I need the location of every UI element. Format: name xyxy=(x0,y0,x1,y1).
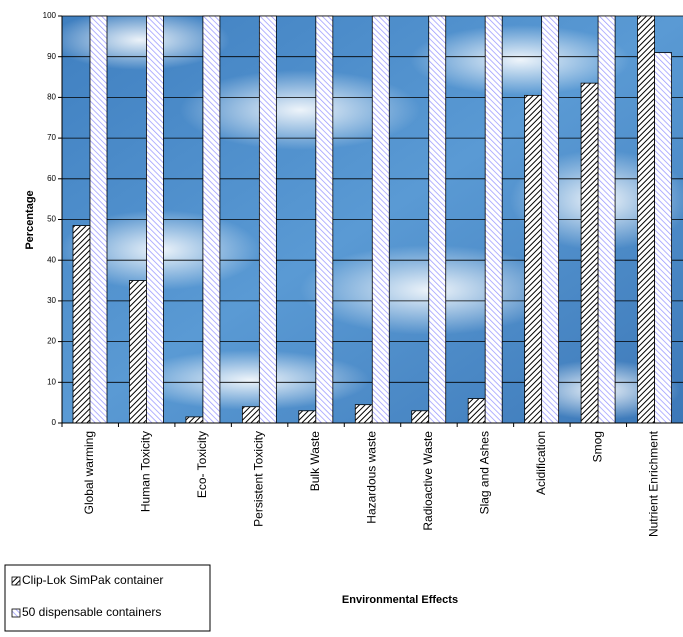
x-tick-label: Bulk Waste xyxy=(308,431,322,492)
legend-swatch xyxy=(11,576,21,586)
x-tick-label: Nutrient Enrichment xyxy=(647,430,661,537)
bar xyxy=(72,225,91,424)
bar xyxy=(467,398,486,424)
bar xyxy=(315,15,334,424)
y-tick-label: 30 xyxy=(47,296,56,305)
bar xyxy=(541,15,560,424)
y-tick-label: 0 xyxy=(52,418,57,427)
bar xyxy=(89,15,108,424)
x-tick-label: Hazardous waste xyxy=(364,431,378,524)
x-tick-label: Global warming xyxy=(82,431,96,514)
bar xyxy=(241,406,260,424)
legend-label: 50 dispensable containers xyxy=(22,605,161,619)
y-tick-label: 50 xyxy=(47,215,56,224)
bar xyxy=(637,15,655,424)
x-tick-label: Smog xyxy=(590,431,604,462)
y-tick-label: 20 xyxy=(47,337,56,346)
bar xyxy=(258,15,277,424)
bar xyxy=(185,416,204,424)
x-tick-label: Persistent Toxicity xyxy=(252,431,266,527)
y-tick-label: 60 xyxy=(47,174,56,183)
bar xyxy=(298,410,317,424)
x-tick-label: Acidification xyxy=(534,431,548,495)
bar xyxy=(654,52,672,424)
legend-label: Clip-Lok SimPak container xyxy=(22,573,163,587)
legend-swatch xyxy=(11,608,21,618)
bar xyxy=(428,15,447,424)
bar xyxy=(202,15,221,424)
bar xyxy=(129,280,147,424)
y-tick-label: 40 xyxy=(47,255,56,264)
y-tick-label: 10 xyxy=(47,377,56,386)
bar xyxy=(484,15,503,424)
bar xyxy=(580,82,599,424)
bar xyxy=(411,410,430,424)
bar xyxy=(597,15,616,424)
y-tick-label: 90 xyxy=(47,52,56,61)
y-tick-label: 80 xyxy=(47,93,56,102)
bar xyxy=(146,15,164,424)
bar xyxy=(354,404,373,424)
legend xyxy=(4,564,211,632)
x-axis-title: Environmental Effects xyxy=(342,594,458,606)
bar xyxy=(524,94,543,424)
y-axis-title: Percentage xyxy=(24,190,36,249)
x-tick-label: Human Toxicity xyxy=(139,431,153,512)
y-tick-label: 70 xyxy=(47,133,56,142)
x-tick-label: Radioactive Waste xyxy=(421,431,435,531)
x-tick-label: Slag and Ashes xyxy=(477,431,491,514)
y-tick-label: 100 xyxy=(43,11,57,20)
x-tick-label: Eco- Toxicity xyxy=(195,431,209,498)
bar xyxy=(371,15,390,424)
